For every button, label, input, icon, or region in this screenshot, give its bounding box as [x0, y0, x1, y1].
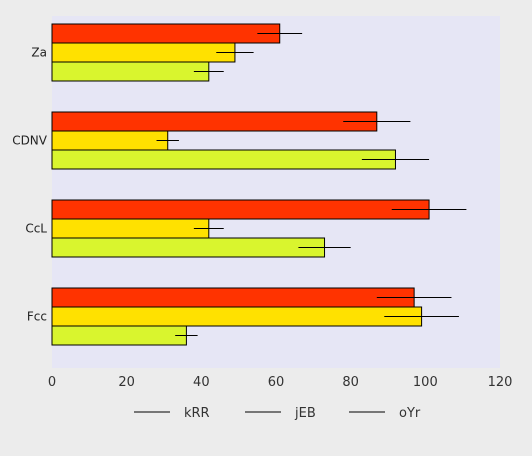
- bar-jEB-Fcc: [51, 306, 423, 327]
- axes-layer: Za CDNV CcL Fcc 0 20 40 60 80 100 120: [12, 46, 512, 391]
- bar-jEB-CDNV: [51, 130, 169, 151]
- bar-kRR-Za: [51, 23, 281, 44]
- bars-layer: [51, 23, 430, 346]
- category-label: CcL: [25, 222, 47, 236]
- legend-label-oYr: oYr: [399, 406, 421, 421]
- bar-kRR-Fcc: [51, 287, 415, 308]
- error-bars-layer: [156, 33, 467, 336]
- x-tick-label: 0: [48, 375, 56, 390]
- bar-oYr-Za: [51, 61, 210, 82]
- category-label: Fcc: [27, 310, 47, 324]
- x-tick-label: 100: [413, 375, 438, 390]
- legend-label-kRR: kRR: [184, 406, 210, 421]
- x-tick-label: 20: [118, 375, 135, 390]
- x-tick-label: 120: [488, 375, 513, 390]
- bar-jEB-CcL: [51, 218, 210, 239]
- bar-oYr-Fcc: [51, 325, 187, 346]
- legend-label-jEB: jEB: [294, 406, 316, 421]
- category-label: Za: [31, 46, 47, 60]
- bar-kRR-CDNV: [51, 111, 378, 132]
- bar-oYr-CcL: [51, 237, 326, 258]
- bar-kRR-CcL: [51, 199, 430, 220]
- legend: kRR jEB oYr: [134, 406, 421, 421]
- x-tick-label: 60: [268, 375, 285, 390]
- x-tick-label: 40: [193, 375, 210, 390]
- bar-jEB-Za: [51, 42, 236, 63]
- x-tick-label: 80: [342, 375, 359, 390]
- bar-oYr-CDNV: [51, 149, 396, 170]
- category-label: CDNV: [12, 134, 48, 148]
